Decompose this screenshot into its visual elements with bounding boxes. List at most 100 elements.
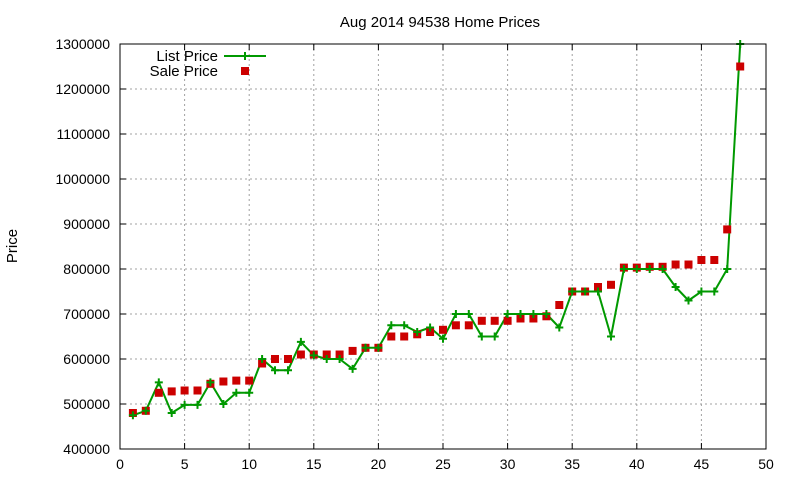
list-price-point (154, 378, 163, 387)
x-tick-label: 45 (694, 456, 710, 472)
sale-price-point (322, 350, 331, 359)
sale-price-point (167, 387, 176, 396)
list-price-point (671, 283, 680, 291)
sale-price-point (671, 260, 680, 269)
y-axis-label: Price (4, 229, 21, 263)
list-price-point (464, 310, 473, 318)
list-price-point (529, 310, 538, 318)
list-price-point (193, 400, 202, 409)
list-price-point (258, 355, 267, 363)
list-price-point (322, 355, 331, 363)
list-price-point (167, 409, 176, 417)
chart-title: Aug 2014 94538 Home Prices (340, 14, 540, 31)
list-price-point (555, 323, 564, 332)
list-price-point (309, 351, 318, 360)
list-price-point (632, 265, 641, 273)
list-price-point (451, 310, 460, 318)
y-tick-label: 900000 (63, 216, 110, 232)
list-price-point (426, 323, 435, 332)
x-tick-label: 35 (564, 456, 580, 472)
sale-price-point (529, 314, 538, 323)
x-tick-label: 30 (500, 456, 516, 472)
sale-price-point (296, 350, 305, 359)
plot-frame (119, 43, 767, 450)
list-price-point (128, 411, 137, 420)
x-tick-label: 10 (241, 456, 257, 472)
list-price-point (477, 332, 486, 341)
y-tick-label: 500000 (63, 396, 110, 412)
axis-ticks: 0 5 10 15 20 25 30 35 40 45 50 400000 500000 600000 70… (55, 36, 774, 472)
sale-price-point (723, 225, 732, 234)
list-price-point (439, 334, 447, 343)
list-price-point (697, 287, 706, 296)
legend-label-list-price: List Price (156, 48, 218, 65)
sale-price-point (555, 301, 564, 309)
list-price-point (348, 364, 357, 373)
sale-price-point (594, 283, 602, 291)
sale-price-point (154, 388, 163, 397)
sale-price-point (348, 346, 357, 355)
x-tick-label: 15 (306, 456, 322, 472)
list-price-point (284, 366, 292, 375)
list-price-point (413, 328, 422, 336)
list-price-point (619, 265, 628, 273)
list-price-point (516, 310, 525, 318)
list-price-point (271, 366, 279, 375)
sale-price-point (271, 355, 279, 363)
list-price-point (645, 265, 654, 273)
y-tick-label: 800000 (63, 261, 110, 277)
sale-price-point (232, 376, 241, 385)
sale-price-point (516, 314, 525, 323)
sale-price-point (335, 350, 344, 359)
list-price-point (219, 400, 228, 408)
y-tick-label: 1300000 (55, 36, 110, 52)
y-tick-label: 600000 (63, 351, 110, 367)
x-tick-label: 50 (758, 456, 774, 472)
list-price-point (335, 355, 344, 363)
list-price-point (141, 406, 150, 415)
y-tick-label: 1000000 (55, 171, 110, 187)
legend-marker-sale-price (241, 67, 249, 75)
sale-price-point (464, 321, 473, 330)
sale-price-point (710, 256, 719, 264)
x-tick-label: 20 (371, 456, 387, 472)
sale-price-point (503, 316, 512, 325)
list-price-point (568, 287, 577, 296)
list-price-point (361, 343, 370, 352)
sale-price-point (284, 355, 292, 363)
x-tick-label: 5 (181, 456, 189, 472)
sale-price-point (439, 325, 447, 334)
list-price-point (387, 321, 396, 330)
sale-price-point (736, 62, 745, 71)
y-tick-label: 400000 (63, 441, 110, 457)
sale-price-point (697, 256, 706, 264)
sale-price-point (477, 316, 486, 325)
list-price-point (594, 287, 602, 296)
x-tick-label: 25 (435, 456, 451, 472)
list-price-point (296, 337, 305, 346)
y-tick-label: 1100000 (57, 126, 111, 142)
list-price-point (723, 265, 732, 273)
y-tick-label: 1200000 (55, 81, 110, 97)
list-price-point (607, 332, 615, 341)
list-price-point (542, 310, 551, 318)
sale-price-point (490, 316, 499, 325)
list-price-point (400, 321, 409, 330)
legend-marker-list-price (241, 52, 249, 60)
list-price-line (132, 43, 742, 417)
list-price-point (232, 388, 241, 397)
list-price-point (180, 400, 189, 409)
sale-price-point (426, 328, 435, 336)
sale-price-point (607, 280, 615, 289)
sale-price-point (219, 377, 228, 386)
sale-price-point (193, 386, 202, 395)
sale-price-point (451, 321, 460, 330)
list-price-point (374, 343, 383, 352)
sale-price-point (258, 359, 267, 368)
list-price-point (245, 388, 254, 397)
sale-price-point (245, 376, 254, 385)
sale-price-point (684, 260, 693, 269)
plot-area (128, 40, 745, 420)
y-tick-label: 700000 (63, 306, 110, 322)
legend-label-sale-price: Sale Price (150, 63, 218, 80)
